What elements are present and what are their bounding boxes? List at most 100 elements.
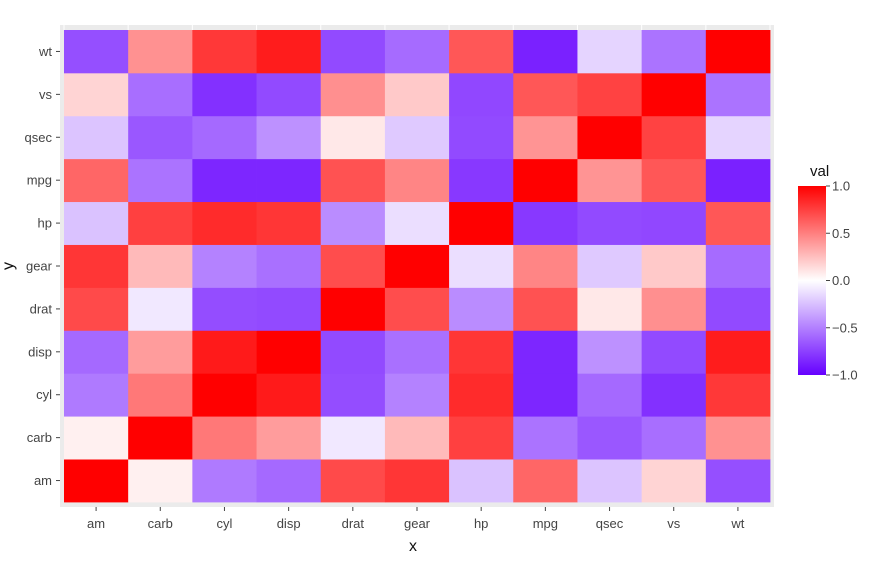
heatmap-cell-mpg-hp bbox=[449, 158, 514, 203]
heatmap-cell-cyl-cyl bbox=[192, 373, 257, 417]
heatmap-cell-disp-disp bbox=[256, 330, 322, 374]
heatmap-cell-wt-drat bbox=[320, 30, 386, 74]
heatmap-cell-qsec-drat bbox=[320, 115, 386, 160]
x-tick-label-hp: hp bbox=[474, 516, 488, 531]
heatmap-cell-disp-vs bbox=[641, 330, 707, 374]
heatmap-cell-wt-carb bbox=[128, 30, 193, 74]
x-tick-label-vs: vs bbox=[667, 516, 681, 531]
heatmap-cell-am-wt bbox=[705, 459, 771, 503]
heatmap-cell-mpg-drat bbox=[320, 158, 386, 203]
heatmap-cell-vs-vs bbox=[641, 72, 707, 117]
y-tick-label-gear: gear bbox=[26, 259, 53, 274]
heatmap-cell-gear-cyl bbox=[192, 244, 257, 288]
heatmap-cell-qsec-wt bbox=[705, 115, 771, 160]
heatmap-cell-vs-gear bbox=[384, 72, 450, 117]
heatmap-cell-cyl-vs bbox=[641, 373, 707, 417]
heatmap-cell-gear-wt bbox=[705, 244, 771, 288]
heatmap-cells bbox=[64, 30, 771, 503]
heatmap-cell-hp-cyl bbox=[192, 201, 257, 245]
legend-tick-label: −0.5 bbox=[832, 320, 858, 335]
x-axis-title: x bbox=[409, 538, 417, 555]
heatmap-cell-cyl-drat bbox=[320, 373, 386, 417]
heatmap-cell-gear-carb bbox=[128, 244, 193, 288]
legend-tick-label: 1.0 bbox=[832, 179, 850, 194]
heatmap-cell-hp-hp bbox=[449, 201, 514, 245]
heatmap-cell-drat-disp bbox=[256, 287, 322, 331]
heatmap-cell-qsec-am bbox=[64, 115, 129, 160]
heatmap-cell-cyl-hp bbox=[449, 373, 514, 417]
y-tick-label-am: am bbox=[34, 473, 52, 488]
legend-colorbar bbox=[798, 186, 826, 375]
heatmap-cell-mpg-gear bbox=[384, 158, 450, 203]
x-tick-label-drat: drat bbox=[342, 516, 365, 531]
heatmap-cell-wt-am bbox=[64, 30, 129, 74]
heatmap-cell-hp-carb bbox=[128, 201, 193, 245]
heatmap-cell-am-mpg bbox=[513, 459, 578, 503]
heatmap-cell-carb-drat bbox=[320, 416, 386, 460]
heatmap-cell-hp-vs bbox=[641, 201, 707, 245]
y-tick-label-drat: drat bbox=[30, 301, 53, 316]
heatmap-cell-mpg-wt bbox=[705, 158, 771, 203]
heatmap-cell-drat-mpg bbox=[513, 287, 578, 331]
heatmap-cell-carb-hp bbox=[449, 416, 514, 460]
y-tick-label-mpg: mpg bbox=[27, 173, 52, 188]
y-tick-label-cyl: cyl bbox=[36, 387, 52, 402]
heatmap-cell-hp-am bbox=[64, 201, 129, 245]
heatmap-cell-disp-gear bbox=[384, 330, 450, 374]
heatmap-cell-vs-am bbox=[64, 72, 129, 117]
heatmap-cell-gear-hp bbox=[449, 244, 514, 288]
x-tick-label-gear: gear bbox=[404, 516, 431, 531]
heatmap-cell-carb-carb bbox=[128, 416, 193, 460]
heatmap-cell-wt-disp bbox=[256, 30, 322, 74]
heatmap-cell-gear-gear bbox=[384, 244, 450, 288]
heatmap-cell-vs-cyl bbox=[192, 72, 257, 117]
x-tick-label-am: am bbox=[87, 516, 105, 531]
heatmap-cell-gear-vs bbox=[641, 244, 707, 288]
heatmap-cell-qsec-carb bbox=[128, 115, 193, 160]
legend-tick-label: −1.0 bbox=[832, 368, 858, 383]
heatmap-cell-wt-gear bbox=[384, 30, 450, 74]
heatmap-cell-cyl-disp bbox=[256, 373, 322, 417]
y-axis-ticks: am carb cyl disp drat gear hp mpg qsec vs wt bbox=[25, 44, 60, 488]
heatmap-cell-mpg-am bbox=[64, 158, 129, 203]
legend-ticks: 1.0 0.5 0.0 −0.5 −1.0 bbox=[826, 179, 858, 383]
y-tick-label-vs: vs bbox=[39, 87, 53, 102]
heatmap-cell-vs-carb bbox=[128, 72, 193, 117]
heatmap-cell-drat-cyl bbox=[192, 287, 257, 331]
y-axis-title: y bbox=[0, 262, 17, 270]
heatmap-cell-drat-drat bbox=[320, 287, 386, 331]
heatmap-cell-vs-qsec bbox=[577, 72, 643, 117]
heatmap-cell-am-drat bbox=[320, 459, 386, 503]
heatmap-cell-qsec-gear bbox=[384, 115, 450, 160]
heatmap-cell-cyl-carb bbox=[128, 373, 193, 417]
heatmap-cell-vs-mpg bbox=[513, 72, 578, 117]
x-tick-label-wt: wt bbox=[730, 516, 744, 531]
heatmap-cell-qsec-vs bbox=[641, 115, 707, 160]
heatmap-cell-qsec-cyl bbox=[192, 115, 257, 160]
heatmap-cell-vs-hp bbox=[449, 72, 514, 117]
heatmap-cell-wt-mpg bbox=[513, 30, 578, 74]
heatmap-cell-cyl-wt bbox=[705, 373, 771, 417]
y-tick-label-carb: carb bbox=[27, 430, 52, 445]
heatmap-cell-carb-disp bbox=[256, 416, 322, 460]
heatmap-cell-am-cyl bbox=[192, 459, 257, 503]
heatmap-cell-carb-wt bbox=[705, 416, 771, 460]
y-tick-label-disp: disp bbox=[28, 344, 52, 359]
heatmap-cell-drat-am bbox=[64, 287, 129, 331]
heatmap-cell-cyl-gear bbox=[384, 373, 450, 417]
heatmap-cell-hp-drat bbox=[320, 201, 386, 245]
heatmap-cell-drat-carb bbox=[128, 287, 193, 331]
x-tick-label-carb: carb bbox=[148, 516, 173, 531]
y-tick-label-qsec: qsec bbox=[25, 130, 53, 145]
color-legend: val 1.0 0.5 0.0 −0.5 −1.0 bbox=[798, 163, 858, 383]
heatmap-cell-qsec-disp bbox=[256, 115, 322, 160]
heatmap-cell-wt-cyl bbox=[192, 30, 257, 74]
heatmap-cell-carb-mpg bbox=[513, 416, 578, 460]
heatmap-cell-disp-drat bbox=[320, 330, 386, 374]
heatmap-cell-mpg-cyl bbox=[192, 158, 257, 203]
heatmap-cell-disp-cyl bbox=[192, 330, 257, 374]
heatmap-cell-drat-gear bbox=[384, 287, 450, 331]
heatmap-cell-drat-wt bbox=[705, 287, 771, 331]
heatmap-cell-mpg-mpg bbox=[513, 158, 578, 203]
